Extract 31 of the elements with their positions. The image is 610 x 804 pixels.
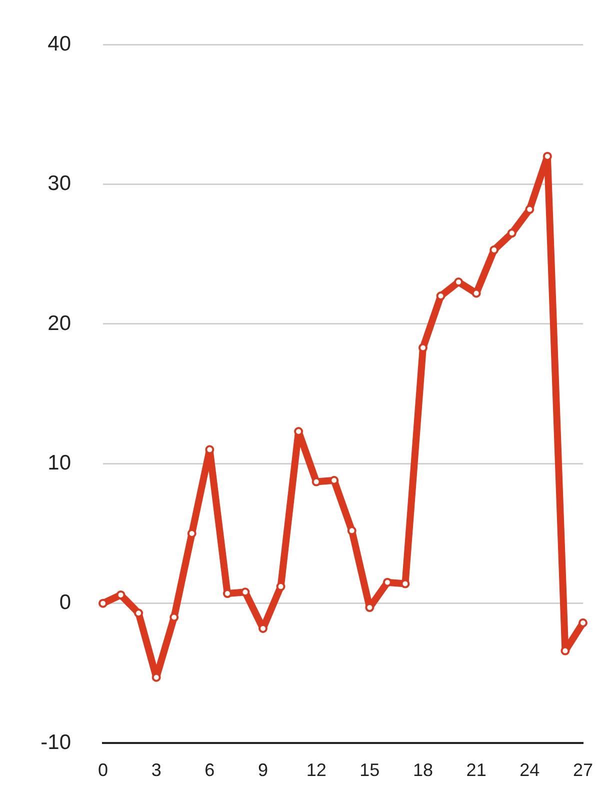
x-tick-label: 24 — [520, 760, 540, 780]
point — [276, 582, 286, 592]
y-tick-label: 40 — [48, 32, 71, 56]
x-tick-label: 12 — [306, 760, 326, 780]
x-tick-label: 18 — [412, 760, 434, 780]
y-tick-label: 20 — [48, 312, 71, 335]
point — [454, 278, 464, 287]
point — [98, 598, 108, 608]
point — [134, 608, 144, 618]
y-tick-label: 30 — [48, 172, 71, 196]
point — [347, 526, 356, 536]
y-tick-label: 0 — [59, 591, 71, 614]
x-tick-label: 15 — [360, 760, 380, 780]
y-tick-label: 10 — [48, 451, 71, 474]
x-tick-label: 3 — [151, 760, 162, 780]
point — [382, 578, 392, 587]
x-tick-label: 6 — [204, 760, 215, 780]
point — [507, 228, 516, 238]
point — [187, 528, 196, 538]
point — [490, 245, 499, 254]
point — [330, 476, 339, 485]
x-tick-label: 9 — [258, 760, 268, 780]
x-tick-label: 27 — [572, 760, 594, 780]
point — [436, 292, 446, 301]
y-tick-label: -10 — [40, 730, 71, 754]
x-tick-label: 0 — [98, 760, 108, 780]
point — [525, 204, 534, 214]
point — [170, 612, 179, 622]
point — [578, 618, 588, 628]
point — [116, 590, 126, 600]
x-tick-label: 21 — [466, 760, 486, 780]
